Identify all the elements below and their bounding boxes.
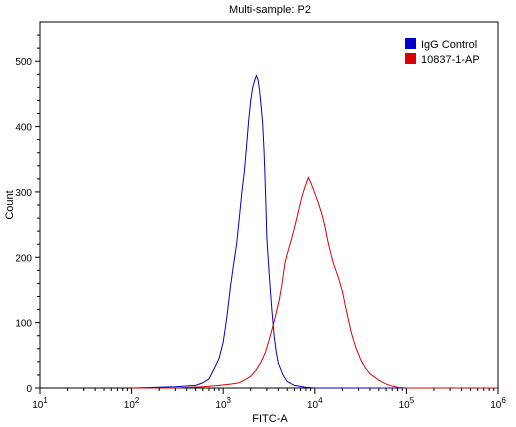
x-axis: 101 102 103 104 105 106 (32, 388, 506, 411)
legend-label-1: 10837-1-AP (421, 54, 480, 66)
legend-swatch-1 (405, 53, 416, 64)
plot-series (131, 74, 498, 389)
y-axis: 0 100 200 300 400 500 (15, 34, 40, 395)
y-tick-label: 200 (15, 253, 32, 264)
y-tick-label: 300 (15, 188, 32, 199)
chart-title: Multi-sample: P2 (229, 4, 311, 16)
x-tick-label: 106 (490, 396, 506, 411)
y-tick-label: 100 (15, 319, 32, 330)
x-tick-label: 105 (399, 396, 415, 411)
y-tick-label: 0 (26, 384, 32, 395)
x-tick-label: 104 (307, 396, 323, 411)
y-axis-label: Count (4, 190, 16, 219)
series-line-1 (131, 176, 498, 389)
x-tick-label: 103 (215, 396, 231, 411)
legend: IgG Control 10837-1-AP (405, 38, 480, 66)
legend-swatch-0 (405, 38, 416, 49)
y-tick-label: 400 (15, 123, 32, 134)
x-axis-label: FITC-A (252, 413, 288, 425)
legend-label-0: IgG Control (421, 39, 477, 51)
y-tick-label: 500 (15, 57, 32, 68)
x-tick-label: 102 (124, 396, 140, 411)
series-line-0 (131, 74, 498, 389)
plot-frame (39, 21, 499, 389)
x-tick-label: 101 (32, 396, 48, 411)
